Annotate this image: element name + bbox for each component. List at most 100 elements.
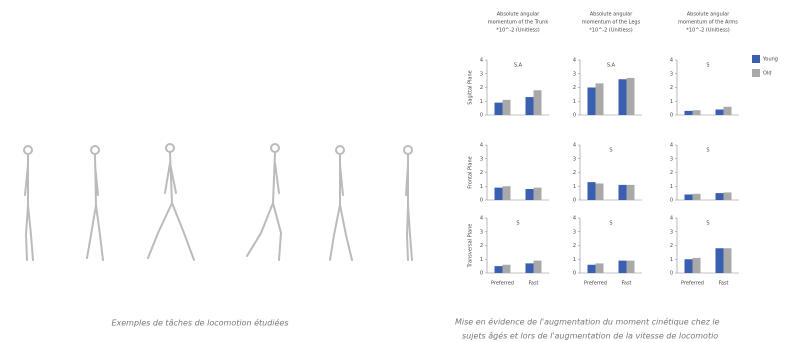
y-tick-label: 0 xyxy=(670,113,673,119)
bar xyxy=(526,189,534,200)
column-header: Absolute angular xyxy=(687,12,730,18)
bar xyxy=(685,259,693,273)
row-label: Sagittal Plane xyxy=(468,70,474,104)
y-tick-label: 4 xyxy=(573,216,576,222)
bar xyxy=(495,266,503,273)
y-tick-label: 3 xyxy=(573,71,576,77)
y-tick-label: 1 xyxy=(573,184,576,190)
y-tick-label: 3 xyxy=(670,156,673,162)
bar xyxy=(619,79,627,115)
bar xyxy=(588,88,596,116)
legend-label: Young xyxy=(762,57,778,63)
y-tick-label: 3 xyxy=(480,71,483,77)
bar xyxy=(619,261,627,273)
y-tick-label: 0 xyxy=(573,113,576,119)
x-tick-label: Fast xyxy=(718,281,728,287)
annotation: S xyxy=(706,221,709,227)
y-tick-label: 2 xyxy=(670,170,673,176)
figure: Exemples de tâches de locomotion étudiée… xyxy=(0,0,785,342)
y-tick-label: 4 xyxy=(480,216,483,222)
right-caption: Mise en évidence de l'augmentation du mo… xyxy=(455,317,720,327)
y-tick-label: 3 xyxy=(480,156,483,162)
annotation: S xyxy=(706,148,709,154)
bar xyxy=(693,258,701,273)
bar xyxy=(503,186,511,200)
y-tick-label: 0 xyxy=(670,198,673,204)
bar xyxy=(724,107,732,115)
legend-swatch xyxy=(752,55,760,63)
bar xyxy=(534,261,542,273)
skeletons xyxy=(24,144,412,260)
y-tick-label: 1 xyxy=(480,257,483,263)
bar xyxy=(495,188,503,200)
bar xyxy=(503,265,511,273)
y-tick-label: 4 xyxy=(670,143,673,149)
bar xyxy=(596,263,604,273)
y-tick-label: 4 xyxy=(480,58,483,64)
y-tick-label: 1 xyxy=(480,99,483,105)
bar xyxy=(588,182,596,200)
annotation: S,A xyxy=(514,63,523,69)
annotation: S xyxy=(516,221,519,227)
left-caption: Exemples de tâches de locomotion étudiée… xyxy=(111,318,288,328)
y-tick-label: 1 xyxy=(670,99,673,105)
column-header: momentum of the Trunk xyxy=(488,20,549,26)
y-tick-label: 3 xyxy=(573,229,576,235)
bar xyxy=(627,78,635,115)
legend-label: Old xyxy=(763,71,772,77)
bar xyxy=(495,103,503,115)
x-tick-label: Preferred xyxy=(584,281,607,287)
y-tick-label: 1 xyxy=(573,99,576,105)
bar xyxy=(534,90,542,115)
y-tick-label: 3 xyxy=(573,156,576,162)
bar xyxy=(596,184,604,201)
y-tick-label: 2 xyxy=(573,243,576,249)
legend-swatch xyxy=(752,69,760,77)
row-label: Transversal Plane xyxy=(468,224,474,269)
x-tick-label: Preferred xyxy=(491,281,514,287)
bar xyxy=(627,261,635,273)
bar xyxy=(588,265,596,273)
column-header: *10^-2 (Unitless) xyxy=(589,28,632,34)
y-tick-label: 2 xyxy=(480,243,483,249)
y-tick-label: 2 xyxy=(573,170,576,176)
bar xyxy=(503,100,511,115)
y-tick-label: 0 xyxy=(480,198,483,204)
bar xyxy=(526,263,534,273)
bar xyxy=(716,248,724,273)
y-tick-label: 3 xyxy=(670,71,673,77)
bar xyxy=(627,185,635,200)
y-tick-label: 4 xyxy=(573,143,576,149)
y-tick-label: 4 xyxy=(670,216,673,222)
bar xyxy=(534,188,542,200)
y-tick-label: 0 xyxy=(480,113,483,119)
y-tick-label: 0 xyxy=(670,271,673,277)
y-tick-label: 4 xyxy=(670,58,673,64)
y-tick-label: 4 xyxy=(480,143,483,149)
y-tick-label: 4 xyxy=(573,58,576,64)
column-header: *10^-2 (Unitless) xyxy=(496,28,539,34)
column-header: momentum of the Legs xyxy=(582,20,641,26)
y-tick-label: 2 xyxy=(480,170,483,176)
bar xyxy=(716,110,724,116)
y-tick-label: 0 xyxy=(480,271,483,277)
right-caption: sujets âgés et lors de l'augmentation de… xyxy=(462,331,718,341)
annotation: S xyxy=(609,148,612,154)
column-header: Absolute angular xyxy=(497,12,540,18)
annotation: S,A xyxy=(607,63,616,69)
column-header: Absolute angular xyxy=(590,12,633,18)
column-header: momentum of the Arms xyxy=(678,20,738,26)
annotation: S xyxy=(609,221,612,227)
column-header: *10^-2 (Unitless) xyxy=(686,28,729,34)
bar xyxy=(685,195,693,201)
y-tick-label: 1 xyxy=(670,257,673,263)
x-tick-label: Fast xyxy=(621,281,631,287)
annotation: S xyxy=(706,63,709,69)
bar xyxy=(716,193,724,200)
y-tick-label: 0 xyxy=(573,271,576,277)
y-tick-label: 2 xyxy=(480,85,483,91)
y-tick-label: 1 xyxy=(573,257,576,263)
y-tick-label: 3 xyxy=(670,229,673,235)
y-tick-label: 2 xyxy=(670,85,673,91)
y-tick-label: 0 xyxy=(573,198,576,204)
